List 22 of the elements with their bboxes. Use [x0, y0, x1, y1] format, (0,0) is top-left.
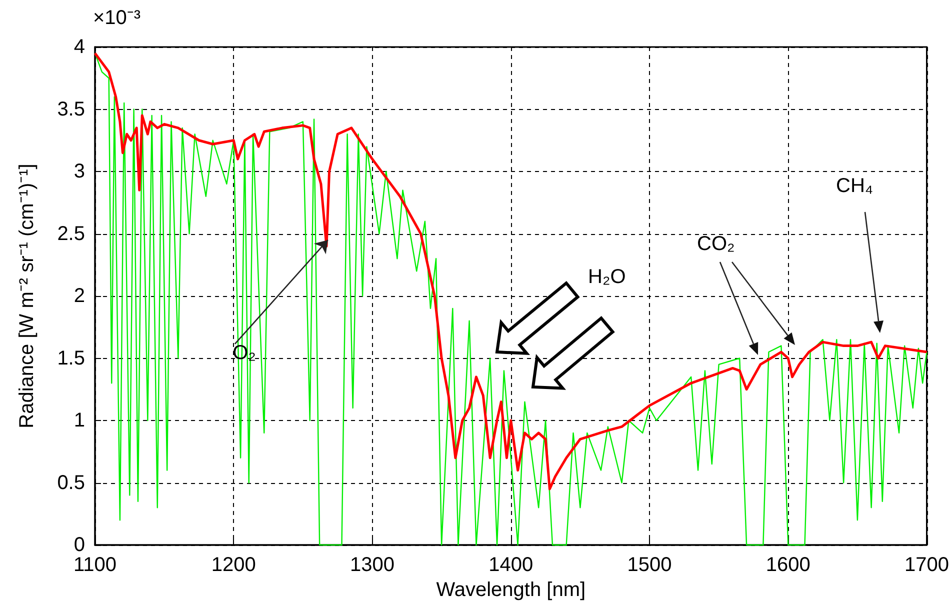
y-tick-label: 1: [74, 410, 85, 432]
text: ×10⁻³: [93, 7, 141, 29]
x-tick-label: 1700: [904, 554, 950, 576]
annotation: CH₄: [836, 175, 874, 197]
x-tick-label: 1200: [211, 554, 256, 576]
x-axis-title: Wavelength [nm]: [436, 578, 586, 601]
y-tick-label: 3.5: [57, 98, 85, 120]
y-tick-label: 1.5: [57, 347, 85, 370]
y-tick-label: 2: [74, 285, 85, 307]
x-tick-label: 1500: [627, 554, 672, 576]
y-tick-label: 4: [74, 36, 85, 58]
annotation: CO₂: [697, 233, 735, 255]
annotation: H₂O: [588, 266, 626, 288]
x-tick-label: 1400: [488, 554, 534, 576]
x-tick-label: 1600: [766, 554, 810, 576]
y-tick-label: 0.5: [57, 472, 85, 494]
y-tick-label: 2.5: [57, 222, 85, 245]
y-tick-label: 0: [74, 534, 85, 556]
y-tick-label: 3: [74, 160, 85, 182]
y-axis-title: Radiance [W m⁻² sr⁻¹ (cm⁻¹)⁻¹]: [16, 164, 38, 428]
x-tick-label: 1100: [73, 554, 117, 576]
x-tick-label: 1300: [350, 554, 394, 576]
